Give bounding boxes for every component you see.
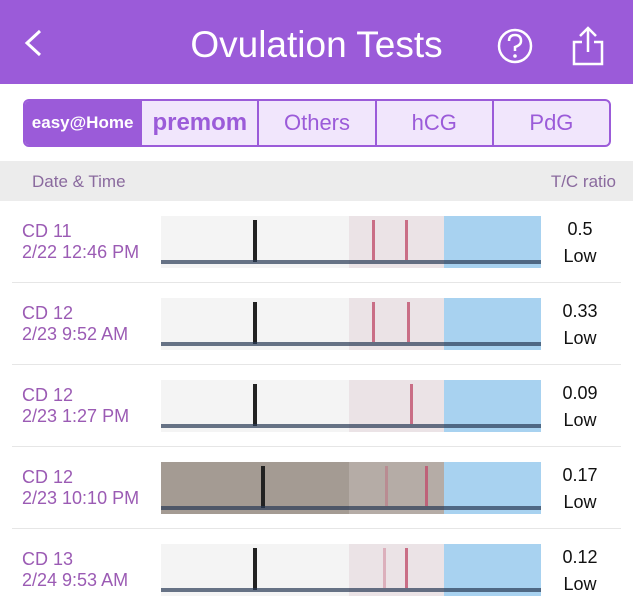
tc-ratio: 0.12 xyxy=(562,547,598,567)
tab[interactable]: premom xyxy=(140,101,257,145)
tab[interactable]: hCG xyxy=(374,101,492,145)
test-strip-photo xyxy=(161,216,541,268)
level: Low xyxy=(563,410,597,430)
row-separator xyxy=(12,446,621,447)
tc-ratio: 0.5 xyxy=(567,219,593,239)
row-separator xyxy=(12,528,621,529)
test-strip-photo xyxy=(161,544,541,596)
tc-ratio: 0.17 xyxy=(562,465,598,485)
title: Ovulation Tests xyxy=(190,24,443,65)
column-header: Date & Time xyxy=(32,172,126,191)
column-header: T/C ratio xyxy=(550,172,616,191)
datetime: 2/23 1:27 PM xyxy=(22,406,130,426)
level: Low xyxy=(563,246,597,266)
level: Low xyxy=(563,492,597,512)
share-button[interactable] xyxy=(568,24,608,68)
datetime: 2/22 12:46 PM xyxy=(22,242,140,262)
test-strip-photo xyxy=(161,380,541,432)
test-strip-photo xyxy=(161,462,541,514)
test-row[interactable]: CD 12 2/23 10:10 PM 0.17 Low xyxy=(0,447,633,529)
datetime: 2/23 10:10 PM xyxy=(22,488,140,508)
table-header: Date & Time T/C ratio xyxy=(0,161,633,201)
test-row[interactable]: CD 12 2/23 9:52 AM 0.33 Low xyxy=(0,283,633,365)
tab[interactable]: easy@Home xyxy=(25,101,141,145)
tab[interactable]: Others xyxy=(257,101,374,145)
tc-ratio: 0.33 xyxy=(562,301,598,321)
test-row[interactable]: CD 12 2/23 1:27 PM 0.09 Low xyxy=(0,365,633,447)
test-row[interactable]: CD 13 2/24 9:53 AM 0.12 Low xyxy=(0,529,633,611)
cycle-day: CD 11 xyxy=(22,221,72,241)
tc-ratio: 0.09 xyxy=(562,383,598,403)
help-button[interactable] xyxy=(495,26,535,66)
test-strip-photo xyxy=(161,298,541,350)
cycle-day: CD 13 xyxy=(22,549,74,569)
cycle-day: CD 12 xyxy=(22,303,74,323)
level: Low xyxy=(563,328,597,348)
brand-tabs: easy@Home premom Others hCG PdG xyxy=(23,99,611,147)
cycle-day: CD 12 xyxy=(22,385,74,405)
nav-bar: Ovulation Tests xyxy=(0,0,633,84)
datetime: 2/23 9:52 AM xyxy=(22,324,129,344)
back-button[interactable] xyxy=(22,28,44,58)
row-separator xyxy=(12,282,621,283)
test-row[interactable]: CD 11 2/22 12:46 PM 0.5 Low xyxy=(0,201,633,283)
tab[interactable]: PdG xyxy=(491,101,609,145)
datetime: 2/24 9:53 AM xyxy=(22,570,129,590)
cycle-day: CD 12 xyxy=(22,467,74,487)
level: Low xyxy=(563,574,597,594)
row-separator xyxy=(12,364,621,365)
